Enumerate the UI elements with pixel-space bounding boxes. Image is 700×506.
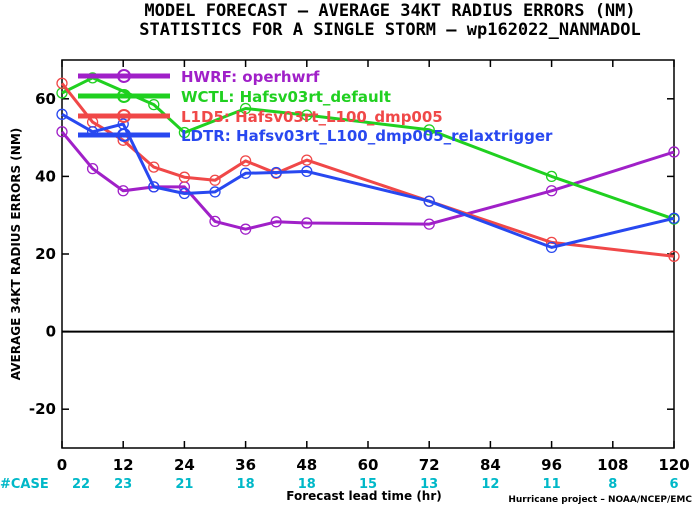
x-tick-label: 24 [174, 456, 195, 474]
data-point-ldtr [239, 167, 252, 179]
legend-label-hwrf: HWRF: operhwrf [181, 68, 320, 86]
data-point-wctl [178, 126, 191, 139]
data-point-ldtr [209, 186, 221, 198]
data-point-l1d5 [301, 154, 313, 166]
data-point-ldtr [270, 166, 282, 179]
x-tick-label: 72 [419, 456, 440, 474]
data-point-l1d5 [178, 171, 191, 183]
data-point-hwrf [209, 215, 221, 228]
case-count: 6 [669, 477, 678, 492]
data-point-wctl [148, 98, 160, 111]
y-tick-label: -20 [29, 400, 56, 418]
data-point-ldtr [178, 187, 191, 200]
legend-marker-ldtr [117, 128, 131, 142]
x-tick-label: 12 [113, 456, 134, 474]
case-count: 18 [237, 477, 255, 492]
data-point-hwrf [117, 185, 129, 197]
legend-marker-l1d5 [117, 109, 131, 123]
y-tick-label: 20 [35, 245, 56, 263]
data-point-l1d5 [239, 155, 252, 167]
case-count: 18 [298, 477, 316, 492]
x-tick-label: 36 [235, 456, 256, 474]
data-point-hwrf [270, 216, 282, 228]
data-point-wctl [545, 170, 558, 183]
case-count: 15 [359, 477, 377, 492]
chart-title-line-2: STATISTICS FOR A SINGLE STORM – wp162022… [139, 20, 641, 40]
data-point-ldtr [423, 195, 435, 207]
legend-label-l1d5: L1D5: Hafsv03rt_L100_dmp005 [181, 108, 443, 126]
data-point-l1d5 [209, 174, 221, 186]
series-line-wctl [61, 76, 675, 221]
legend-marker-wctl [117, 89, 131, 103]
legend-marker-hwrf [117, 69, 131, 83]
y-tick-label: 0 [46, 323, 56, 341]
data-point-wctl [423, 124, 435, 136]
data-point-ldtr [668, 212, 680, 224]
data-point-l1d5 [148, 161, 160, 173]
data-point-ldtr [56, 108, 68, 120]
data-point-hwrf [423, 218, 435, 230]
data-point-ldtr [545, 241, 558, 254]
case-count: 22 [72, 477, 90, 492]
data-point-hwrf [668, 146, 680, 158]
case-count: 8 [608, 477, 617, 492]
y-tick-label: 60 [35, 90, 56, 108]
case-count: 12 [481, 477, 499, 492]
data-point-wctl [239, 102, 252, 115]
data-point-hwrf [301, 217, 313, 229]
x-tick-label: 96 [541, 456, 562, 474]
x-tick-label: 48 [296, 456, 317, 474]
x-tick-label: 84 [480, 456, 501, 474]
y-axis-label: AVERAGE 34KT RADIUS ERRORS (NM) [9, 128, 23, 380]
data-point-hwrf [239, 223, 252, 235]
series-line-hwrf [60, 130, 675, 231]
case-count: 13 [420, 477, 438, 492]
x-tick-label: 108 [597, 456, 628, 474]
data-point-ldtr [301, 165, 313, 178]
data-point-hwrf [86, 162, 99, 175]
case-count: 11 [543, 477, 561, 492]
data-point-hwrf [56, 126, 68, 138]
case-label: #CASE [0, 477, 49, 492]
x-axis-label: Forecast lead time (hr) [286, 489, 442, 503]
credit-text: Hurricane project – NOAA/NCEP/EMC [508, 495, 692, 505]
case-count: 23 [114, 477, 132, 492]
data-point-l1d5 [56, 77, 68, 89]
data-point-l1d5 [668, 250, 680, 262]
legend-label-wctl: WCTL: Hafsv03rt_default [181, 88, 391, 106]
chart-title-line-1: MODEL FORECAST – AVERAGE 34KT RADIUS ERR… [144, 1, 635, 21]
x-tick-label: 0 [57, 456, 67, 474]
x-tick-label: 120 [658, 456, 689, 474]
case-count: 21 [175, 477, 193, 492]
legend-label-ldtr: LDTR: Hafsv03rt_L100_dmp005_relaxtrigger [181, 127, 553, 145]
data-point-wctl [301, 109, 313, 121]
x-tick-label: 60 [358, 456, 379, 474]
data-point-ldtr [148, 181, 160, 193]
y-tick-label: 40 [35, 167, 56, 185]
data-point-hwrf [545, 185, 558, 197]
